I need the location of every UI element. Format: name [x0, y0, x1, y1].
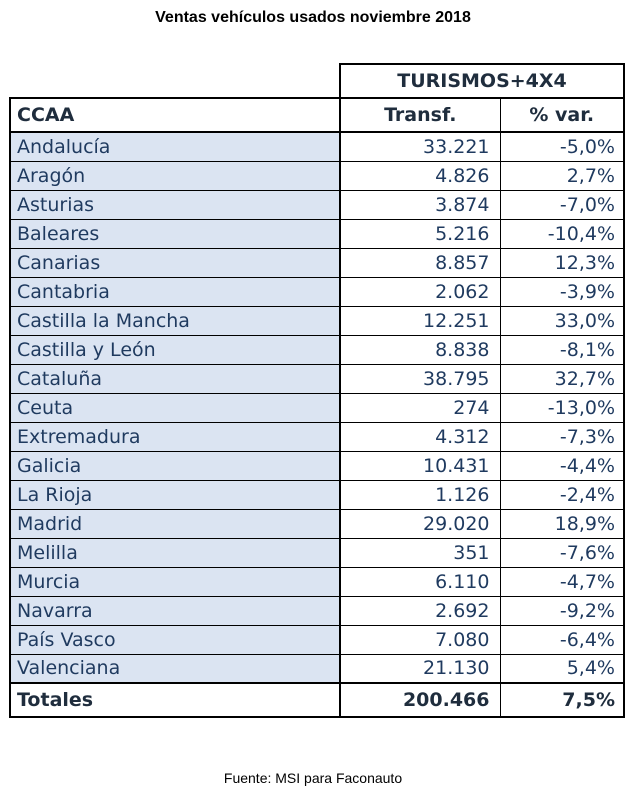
table-row: Extremadura 4.312 -7,3%: [9, 422, 625, 452]
cell-ccaa: Asturias: [9, 190, 341, 220]
cell-ccaa: Cantabria: [9, 277, 341, 307]
cell-var: -7,6%: [500, 538, 625, 568]
cell-transf: 351: [340, 538, 501, 568]
totals-var: 7,5%: [500, 682, 625, 718]
column-header-transf: Transf.: [340, 97, 501, 133]
cell-ccaa: Cataluña: [9, 364, 341, 394]
cell-var: 12,3%: [500, 248, 625, 278]
cell-var: 33,0%: [500, 306, 625, 336]
table-row: Madrid 29.020 18,9%: [9, 509, 625, 539]
cell-transf: 4.312: [340, 422, 501, 452]
table-row: Canarias 8.857 12,3%: [9, 248, 625, 278]
cell-transf: 3.874: [340, 190, 501, 220]
table-row: Cataluña 38.795 32,7%: [9, 364, 625, 394]
cell-var: 18,9%: [500, 509, 625, 539]
cell-var: -2,4%: [500, 480, 625, 510]
cell-transf: 1.126: [340, 480, 501, 510]
cell-var: 5,4%: [500, 654, 625, 684]
group-header-row: TURISMOS+4X4: [10, 63, 625, 99]
group-header-spacer: [10, 64, 340, 98]
cell-ccaa: Valenciana: [9, 654, 341, 684]
table-row: Baleares 5.216 -10,4%: [9, 219, 625, 249]
cell-ccaa: Navarra: [9, 596, 341, 626]
cell-ccaa: Melilla: [9, 538, 341, 568]
totals-label: Totales: [9, 682, 341, 718]
cell-var: -5,0%: [500, 132, 625, 162]
table-row: Murcia 6.110 -4,7%: [9, 567, 625, 597]
cell-transf: 29.020: [340, 509, 501, 539]
table-row: Ceuta 274 -13,0%: [9, 393, 625, 423]
table-row: Cantabria 2.062 -3,9%: [9, 277, 625, 307]
table-row: Valenciana 21.130 5,4%: [9, 654, 625, 684]
table-row: Castilla y León 8.838 -8,1%: [9, 335, 625, 365]
cell-var: -7,3%: [500, 422, 625, 452]
cell-ccaa: Galicia: [9, 451, 341, 481]
cell-ccaa: Aragón: [9, 161, 341, 191]
cell-ccaa: Ceuta: [9, 393, 341, 423]
cell-transf: 2.062: [340, 277, 501, 307]
table-row: Castilla la Mancha 12.251 33,0%: [9, 306, 625, 336]
cell-ccaa: Castilla la Mancha: [9, 306, 341, 336]
cell-var: -8,1%: [500, 335, 625, 365]
cell-var: -4,7%: [500, 567, 625, 597]
cell-var: 2,7%: [500, 161, 625, 191]
cell-var: -6,4%: [500, 625, 625, 655]
cell-var: -4,4%: [500, 451, 625, 481]
table-row: Asturias 3.874 -7,0%: [9, 190, 625, 220]
cell-transf: 274: [340, 393, 501, 423]
cell-var: -3,9%: [500, 277, 625, 307]
table-row: Navarra 2.692 -9,2%: [9, 596, 625, 626]
table-row: Galicia 10.431 -4,4%: [9, 451, 625, 481]
table-row: País Vasco 7.080 -6,4%: [9, 625, 625, 655]
table-row: La Rioja 1.126 -2,4%: [9, 480, 625, 510]
cell-transf: 7.080: [340, 625, 501, 655]
cell-ccaa: Castilla y León: [9, 335, 341, 365]
cell-transf: 4.826: [340, 161, 501, 191]
cell-ccaa: Canarias: [9, 248, 341, 278]
table-row: Melilla 351 -7,6%: [9, 538, 625, 568]
cell-var: -7,0%: [500, 190, 625, 220]
cell-ccaa: Murcia: [9, 567, 341, 597]
cell-transf: 8.838: [340, 335, 501, 365]
cell-ccaa: La Rioja: [9, 480, 341, 510]
cell-ccaa: Extremadura: [9, 422, 341, 452]
cell-transf: 6.110: [340, 567, 501, 597]
totals-transf: 200.466: [340, 682, 501, 718]
cell-transf: 5.216: [340, 219, 501, 249]
cell-ccaa: País Vasco: [9, 625, 341, 655]
column-header-row: CCAA Transf. % var.: [9, 97, 625, 133]
group-header: TURISMOS+4X4: [339, 63, 625, 99]
cell-transf: 12.251: [340, 306, 501, 336]
cell-transf: 21.130: [340, 654, 501, 684]
cell-transf: 38.795: [340, 364, 501, 394]
table-row: Andalucía 33.221 -5,0%: [9, 132, 625, 162]
totals-row: Totales 200.466 7,5%: [9, 682, 625, 718]
column-header-ccaa: CCAA: [9, 97, 341, 133]
cell-transf: 33.221: [340, 132, 501, 162]
cell-var: 32,7%: [500, 364, 625, 394]
cell-transf: 10.431: [340, 451, 501, 481]
cell-ccaa: Baleares: [9, 219, 341, 249]
column-header-var: % var.: [500, 97, 625, 133]
cell-var: -13,0%: [500, 393, 625, 423]
cell-transf: 8.857: [340, 248, 501, 278]
table-row: Aragón 4.826 2,7%: [9, 161, 625, 191]
cell-var: -9,2%: [500, 596, 625, 626]
source-note: Fuente: MSI para Faconauto: [223, 770, 403, 786]
cell-transf: 2.692: [340, 596, 501, 626]
cell-var: -10,4%: [500, 219, 625, 249]
page-title: Ventas vehículos usados noviembre 2018: [155, 9, 471, 26]
cell-ccaa: Andalucía: [9, 132, 341, 162]
sales-table: TURISMOS+4X4 CCAA Transf. % var. Andaluc…: [9, 63, 625, 718]
cell-ccaa: Madrid: [9, 509, 341, 539]
